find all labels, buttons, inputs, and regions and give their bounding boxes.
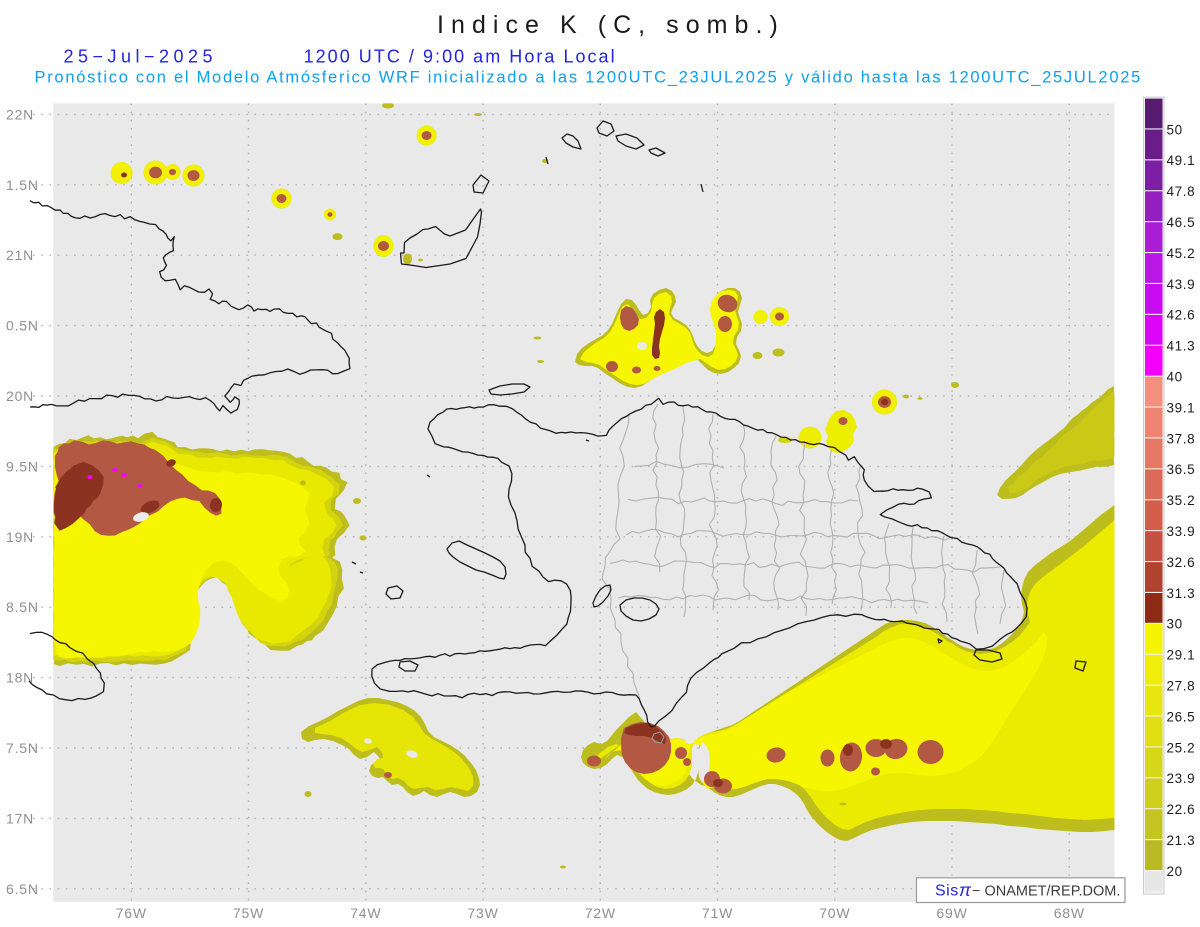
svg-text:20: 20 [1167, 864, 1183, 879]
svg-text:21N: 21N [6, 247, 34, 263]
svg-text:27.8: 27.8 [1167, 679, 1196, 694]
svg-text:41.3: 41.3 [1167, 339, 1196, 354]
svg-text:22.6: 22.6 [1167, 802, 1196, 817]
svg-text:1.5N: 1.5N [6, 177, 39, 193]
svg-text:9.5N: 9.5N [6, 458, 39, 474]
svg-text:69W: 69W [936, 905, 967, 921]
svg-text:Indice K (C, somb.): Indice K (C, somb.) [437, 11, 783, 39]
svg-text:25−Jul−2025: 25−Jul−2025 [64, 47, 215, 67]
svg-text:0.5N: 0.5N [6, 318, 39, 334]
svg-text:68W: 68W [1054, 905, 1085, 921]
svg-text:6.5N: 6.5N [6, 881, 39, 897]
svg-text:37.8: 37.8 [1167, 431, 1196, 446]
svg-text:33.9: 33.9 [1167, 524, 1196, 539]
svg-text:49.1: 49.1 [1167, 153, 1196, 168]
svg-text:25.2: 25.2 [1167, 740, 1196, 755]
svg-text:18N: 18N [6, 670, 34, 686]
svg-text:39.1: 39.1 [1167, 400, 1196, 415]
svg-text:75W: 75W [233, 905, 264, 921]
svg-text:29.1: 29.1 [1167, 648, 1196, 663]
svg-text:Pronóstico con el Modelo Atmós: Pronóstico con el Modelo Atmósferico WRF… [35, 69, 1142, 87]
svg-text:47.8: 47.8 [1167, 184, 1196, 199]
svg-text:72W: 72W [585, 905, 616, 921]
svg-text:76W: 76W [116, 905, 147, 921]
svg-text:43.9: 43.9 [1167, 277, 1196, 292]
svg-text:36.5: 36.5 [1167, 462, 1196, 477]
svg-text:Sis: Sis [935, 883, 959, 900]
svg-text:1200 UTC / 9:00 am Hora Local: 1200 UTC / 9:00 am Hora Local [304, 47, 617, 67]
svg-text:30: 30 [1167, 617, 1183, 632]
svg-text:35.2: 35.2 [1167, 493, 1196, 508]
svg-text:19N: 19N [6, 529, 34, 545]
svg-text:50: 50 [1167, 122, 1183, 137]
svg-text:31.3: 31.3 [1167, 586, 1196, 601]
svg-text:74W: 74W [350, 905, 381, 921]
svg-text:8.5N: 8.5N [6, 599, 39, 615]
svg-text:32.6: 32.6 [1167, 555, 1196, 570]
svg-text:− ONAMET/REP.DOM.: − ONAMET/REP.DOM. [972, 884, 1120, 900]
svg-text:22N: 22N [6, 106, 34, 122]
svg-text:π: π [959, 880, 972, 900]
svg-text:46.5: 46.5 [1167, 215, 1196, 230]
svg-text:21.3: 21.3 [1167, 833, 1196, 848]
svg-text:73W: 73W [467, 905, 498, 921]
svg-text:7.5N: 7.5N [6, 740, 39, 756]
svg-text:70W: 70W [819, 905, 850, 921]
svg-text:45.2: 45.2 [1167, 246, 1196, 261]
svg-text:42.6: 42.6 [1167, 308, 1196, 323]
svg-text:17N: 17N [6, 810, 34, 826]
svg-text:20N: 20N [6, 388, 34, 404]
svg-text:40: 40 [1167, 370, 1183, 385]
svg-text:26.5: 26.5 [1167, 709, 1196, 724]
svg-text:23.9: 23.9 [1167, 771, 1196, 786]
svg-text:71W: 71W [702, 905, 733, 921]
